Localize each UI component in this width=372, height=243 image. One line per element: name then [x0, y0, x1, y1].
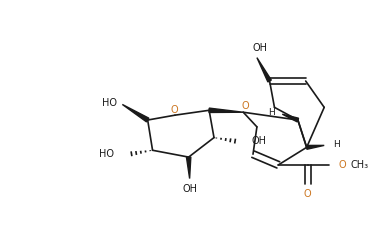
Text: O: O [304, 189, 311, 199]
Polygon shape [282, 114, 299, 122]
Text: O: O [339, 160, 347, 170]
Text: H: H [268, 108, 275, 117]
Text: H: H [333, 140, 340, 149]
Text: OH: OH [252, 43, 267, 53]
Text: OH: OH [182, 184, 197, 194]
Text: HO: HO [99, 149, 113, 159]
Polygon shape [186, 157, 191, 179]
Text: CH₃: CH₃ [350, 160, 369, 170]
Polygon shape [257, 58, 271, 82]
Text: OH: OH [251, 137, 266, 147]
Text: O: O [241, 101, 249, 111]
Text: HO: HO [102, 98, 118, 108]
Polygon shape [122, 104, 149, 122]
Text: O: O [170, 105, 178, 115]
Polygon shape [307, 145, 324, 149]
Polygon shape [209, 108, 243, 113]
